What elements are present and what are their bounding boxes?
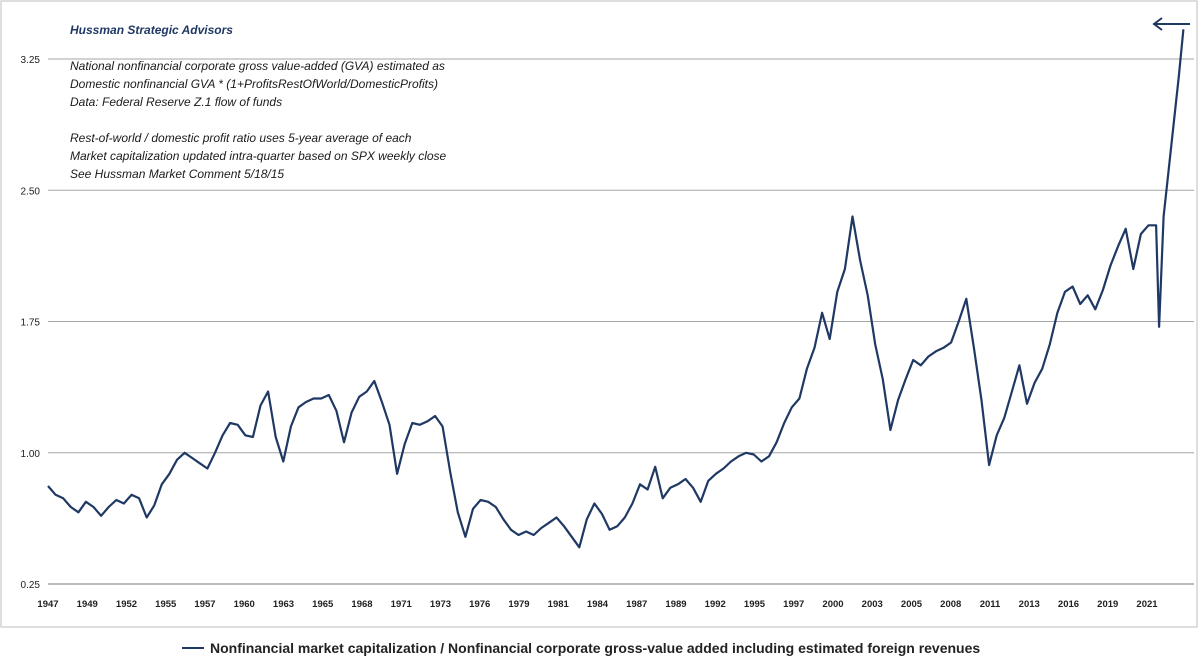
x-tick-label: 1947	[37, 599, 58, 610]
note-line: See Hussman Market Comment 5/18/15	[70, 167, 285, 181]
x-tick-label: 1960	[234, 599, 255, 610]
legend-line-swatch	[182, 647, 204, 649]
note-line: National nonfinancial corporate gross va…	[70, 59, 445, 73]
x-tick-label: 1955	[155, 599, 177, 610]
chart-legend: Nonfinancial market capitalization / Non…	[182, 640, 980, 656]
horizontal-gridlines	[48, 58, 1194, 454]
x-tick-label: 1981	[548, 599, 570, 610]
x-tick-label: 2008	[940, 599, 961, 610]
x-tick-label: 2019	[1097, 599, 1118, 610]
y-axis-tick-labels: 0.25 1.00 1.75 2.50 3.25	[21, 55, 41, 591]
y-tick-label: 3.25	[21, 55, 41, 66]
x-tick-label: 1979	[508, 599, 529, 610]
x-tick-label: 1992	[705, 599, 726, 610]
x-tick-label: 1965	[312, 599, 334, 610]
series-line-market-cap-to-gva	[47, 29, 1185, 549]
x-tick-label: 1973	[430, 599, 451, 610]
note-line: Data: Federal Reserve Z.1 flow of funds	[70, 95, 283, 109]
x-tick-label: 2021	[1136, 599, 1158, 610]
x-tick-label: 2013	[1019, 599, 1040, 610]
x-axis-tick-labels: 1947 1949 1952 1955 1957 1960 1963 1965 1968 1971…	[37, 599, 1158, 610]
note-line: Domestic nonfinancial GVA * (1+ProfitsRe…	[70, 77, 439, 91]
legend-label: Nonfinancial market capitalization / Non…	[210, 640, 981, 656]
x-tick-label: 1995	[744, 599, 766, 610]
x-tick-label: 2016	[1058, 599, 1079, 610]
x-tick-label: 1989	[665, 599, 686, 610]
x-tick-label: 1976	[469, 599, 490, 610]
x-tick-label: 1968	[351, 599, 372, 610]
x-tick-label: 1987	[626, 599, 647, 610]
x-tick-label: 1949	[77, 599, 98, 610]
chart-notes: National nonfinancial corporate gross va…	[70, 57, 446, 183]
x-tick-label: 2005	[901, 599, 923, 610]
x-tick-label: 1963	[273, 599, 294, 610]
note-line: Market capitalization updated intra-quar…	[70, 149, 447, 163]
x-tick-label: 2000	[822, 599, 843, 610]
x-tick-label: 1957	[194, 599, 215, 610]
x-tick-label: 1997	[783, 599, 804, 610]
chart-frame	[0, 0, 1198, 628]
y-tick-label: 1.00	[21, 449, 41, 460]
y-tick-label: 1.75	[21, 318, 41, 329]
note-line: Rest-of-world / domestic profit ratio us…	[70, 131, 412, 145]
y-tick-label: 2.50	[21, 186, 41, 197]
note-spacer	[70, 111, 446, 129]
chart-title: Hussman Strategic Advisors	[70, 23, 233, 37]
x-tick-label: 1971	[391, 599, 413, 610]
x-tick-label: 1952	[116, 599, 137, 610]
x-tick-label: 1984	[587, 599, 609, 610]
x-tick-label: 2011	[980, 599, 1001, 610]
arrow-left-icon	[1152, 17, 1190, 31]
y-tick-label: 0.25	[21, 580, 41, 591]
x-tick-label: 2003	[862, 599, 883, 610]
